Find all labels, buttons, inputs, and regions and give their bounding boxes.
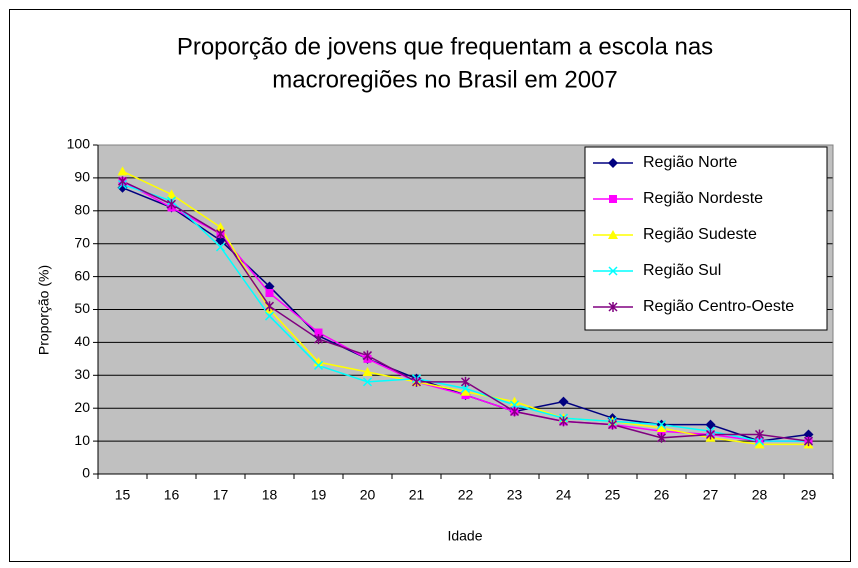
marker bbox=[215, 228, 226, 239]
marker bbox=[607, 419, 618, 430]
marker bbox=[609, 195, 617, 203]
y-tick-label: 80 bbox=[74, 202, 90, 218]
x-tick-label: 29 bbox=[801, 487, 817, 503]
marker bbox=[803, 429, 814, 440]
marker bbox=[166, 189, 177, 199]
marker bbox=[656, 422, 667, 432]
x-tick-label: 28 bbox=[752, 487, 768, 503]
marker bbox=[754, 436, 765, 446]
legend-label: Região Sudeste bbox=[643, 226, 757, 243]
marker bbox=[264, 301, 275, 312]
marker bbox=[117, 176, 128, 187]
marker bbox=[362, 367, 373, 377]
marker bbox=[754, 439, 765, 449]
legend-label: Região Norte bbox=[643, 154, 737, 171]
x-tick-label: 25 bbox=[605, 487, 621, 503]
x-tick-label: 24 bbox=[556, 487, 572, 503]
marker bbox=[314, 328, 323, 337]
y-tick-label: 50 bbox=[74, 300, 90, 316]
y-tick-label: 60 bbox=[74, 267, 90, 283]
x-tick-label: 26 bbox=[654, 487, 670, 503]
legend-label: Região Nordeste bbox=[643, 190, 763, 207]
y-tick-label: 90 bbox=[74, 169, 90, 185]
y-tick-label: 30 bbox=[74, 366, 90, 382]
y-axis-label: Proporção (%) bbox=[36, 265, 52, 355]
marker bbox=[264, 311, 275, 321]
legend-box bbox=[584, 146, 828, 331]
marker bbox=[215, 242, 226, 252]
y-tick-label: 70 bbox=[74, 234, 90, 250]
x-tick-label: 19 bbox=[311, 487, 327, 503]
marker bbox=[264, 281, 275, 292]
marker bbox=[705, 429, 716, 440]
marker bbox=[313, 360, 324, 370]
marker bbox=[558, 396, 569, 407]
marker bbox=[313, 334, 324, 345]
chart-title: Proporção de jovens que frequentam a esc… bbox=[177, 33, 713, 60]
marker bbox=[803, 436, 814, 447]
x-axis-label: Idade bbox=[447, 528, 482, 544]
x-tick-label: 18 bbox=[262, 487, 278, 503]
y-tick-label: 40 bbox=[74, 333, 90, 349]
x-tick-label: 22 bbox=[458, 487, 474, 503]
chart-title: macroregiões no Brasil em 2007 bbox=[272, 66, 618, 93]
marker bbox=[509, 406, 520, 417]
y-tick-label: 100 bbox=[67, 136, 91, 152]
legend-label: Região Centro-Oeste bbox=[643, 298, 794, 315]
marker bbox=[558, 416, 569, 427]
marker bbox=[754, 429, 765, 440]
marker bbox=[460, 376, 471, 387]
marker bbox=[460, 386, 471, 396]
marker bbox=[117, 166, 128, 176]
legend-label: Região Sul bbox=[643, 262, 721, 279]
marker bbox=[460, 383, 471, 393]
marker bbox=[608, 302, 618, 312]
marker bbox=[411, 376, 422, 387]
x-tick-label: 27 bbox=[703, 487, 719, 503]
marker bbox=[166, 199, 177, 210]
x-tick-label: 21 bbox=[409, 487, 425, 503]
marker bbox=[117, 182, 128, 193]
marker bbox=[362, 350, 373, 361]
marker bbox=[608, 266, 618, 276]
x-tick-label: 20 bbox=[360, 487, 376, 503]
y-tick-label: 20 bbox=[74, 399, 90, 415]
x-tick-label: 16 bbox=[164, 487, 180, 503]
marker bbox=[656, 420, 667, 430]
marker bbox=[362, 377, 373, 387]
y-tick-label: 10 bbox=[74, 432, 90, 448]
marker bbox=[265, 289, 274, 298]
x-tick-label: 23 bbox=[507, 487, 523, 503]
marker bbox=[608, 158, 618, 168]
marker bbox=[608, 230, 618, 239]
x-tick-label: 17 bbox=[213, 487, 229, 503]
marker bbox=[215, 222, 226, 232]
x-tick-label: 15 bbox=[115, 487, 131, 503]
marker bbox=[215, 235, 226, 246]
marker bbox=[509, 400, 520, 410]
marker bbox=[656, 432, 667, 443]
marker bbox=[705, 419, 716, 430]
y-tick-label: 0 bbox=[82, 465, 90, 481]
